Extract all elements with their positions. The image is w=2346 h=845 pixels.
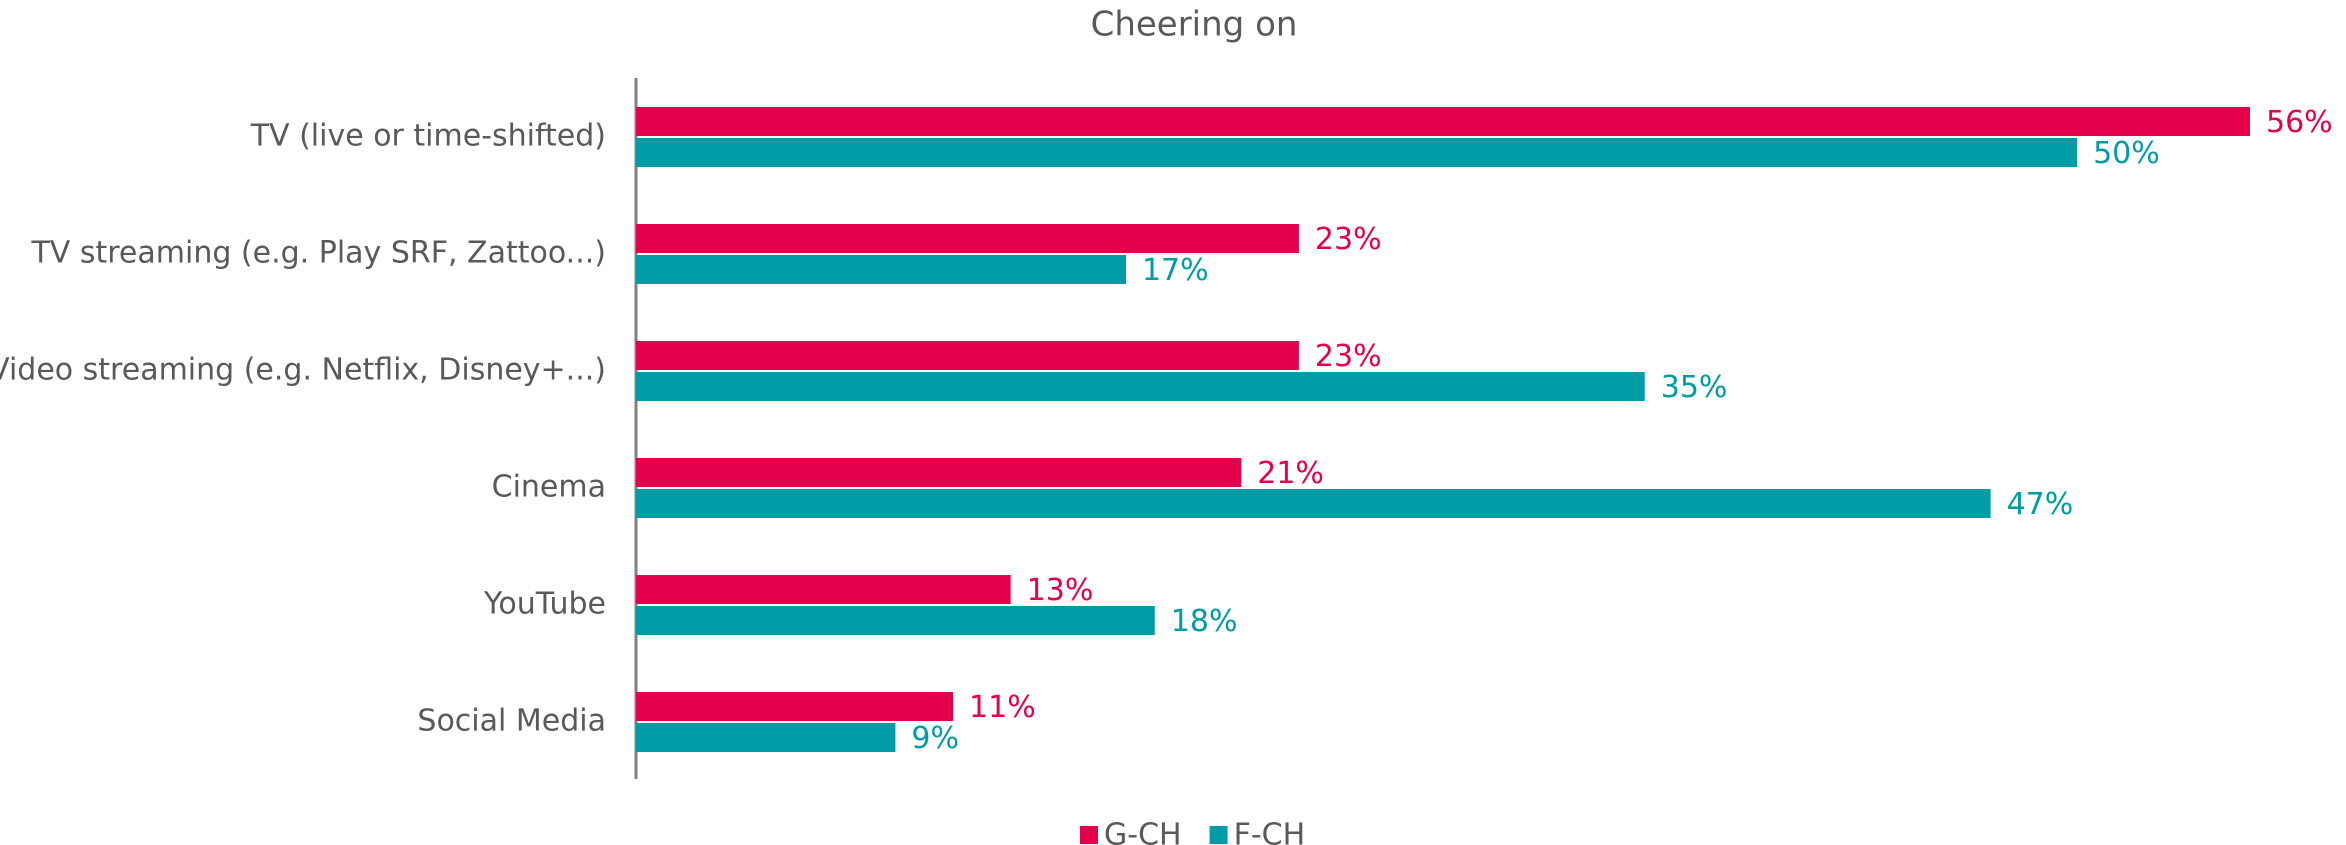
y-tick-label: TV (live or time-shifted): [250, 119, 606, 154]
data-label: 23%: [1315, 339, 1382, 374]
bar: [636, 255, 1126, 284]
bar: [636, 224, 1299, 253]
y-tick-label: YouTube: [483, 587, 606, 622]
bar: [636, 575, 1011, 604]
data-label: 50%: [2093, 136, 2160, 171]
bar: [636, 723, 896, 752]
bar: [636, 138, 2078, 167]
bar: [636, 606, 1155, 635]
data-label: 21%: [1257, 456, 1324, 491]
bar: [636, 341, 1299, 370]
legend-swatch: [1209, 826, 1228, 844]
data-label: 35%: [1661, 370, 1728, 405]
y-tick-label: TV streaming (e.g. Play SRF, Zattoo...): [30, 236, 606, 271]
y-tick-label: Social Media: [417, 704, 606, 739]
y-tick-label: Cinema: [492, 470, 606, 505]
bar: [636, 458, 1242, 487]
bar: [636, 372, 1645, 401]
data-label: 18%: [1171, 604, 1238, 639]
legend-swatch: [1080, 826, 1098, 844]
data-label: 23%: [1315, 222, 1382, 257]
bar: [636, 107, 2250, 136]
chart-title: Cheering on: [1091, 5, 1298, 45]
bar: [636, 489, 1991, 518]
y-tick-label: Video streaming (e.g. Netflix, Disney+..…: [0, 353, 606, 388]
data-label: 56%: [2266, 105, 2333, 140]
data-label: 17%: [1142, 253, 1209, 288]
data-label: 9%: [911, 721, 959, 756]
data-label: 13%: [1027, 573, 1094, 608]
data-label: 11%: [969, 690, 1036, 725]
bar: [636, 692, 954, 721]
legend-label: G-CH: [1104, 818, 1182, 845]
legend-label: F-CH: [1234, 818, 1306, 845]
data-label: 47%: [2007, 487, 2074, 522]
